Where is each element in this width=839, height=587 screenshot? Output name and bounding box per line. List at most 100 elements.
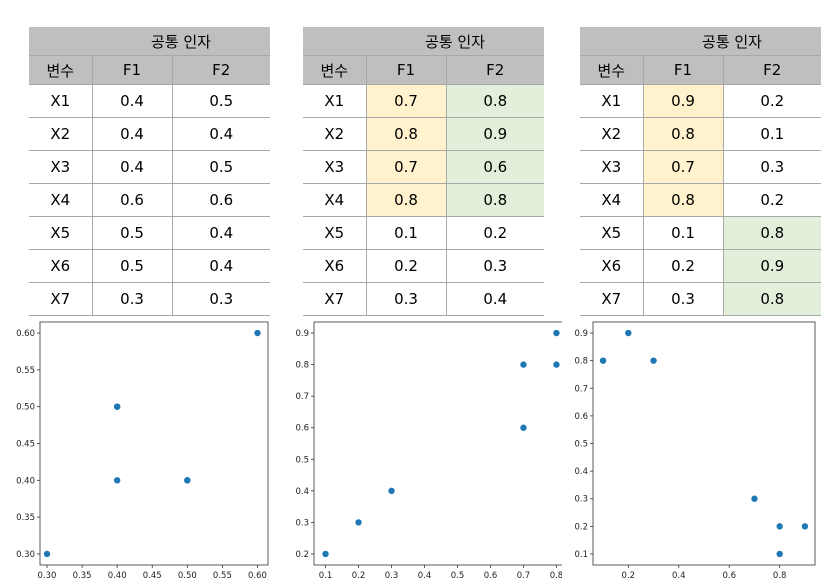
variable-header: 변수 — [303, 55, 367, 85]
f2-cell: 0.8 — [446, 183, 544, 217]
scatter-point — [553, 329, 560, 337]
table-row: X7 0.3 0.8 — [580, 282, 821, 316]
y-tick-label: 0.50 — [16, 403, 35, 413]
table-row: X5 0.1 0.2 — [303, 216, 544, 250]
x-tick-label: 0.5 — [451, 571, 465, 581]
x-tick-label: 0.30 — [38, 571, 57, 581]
common-factor-header: 공통 인자 — [643, 27, 821, 56]
scatter-point — [625, 329, 632, 337]
y-tick-label: 0.3 — [295, 518, 309, 528]
f2-cell: 0.8 — [723, 216, 821, 250]
scatter-point — [520, 361, 527, 368]
f1-cell: 0.7 — [366, 150, 447, 184]
y-tick-label: 0.45 — [16, 440, 35, 450]
scatter-point — [520, 424, 527, 431]
y-tick-label: 0.4 — [295, 487, 309, 497]
x-tick-label: 0.6 — [484, 571, 498, 581]
x-tick-label: 0.45 — [143, 571, 162, 581]
scatter-point — [801, 523, 809, 530]
f1-header: F1 — [92, 55, 173, 85]
f2-cell: 0.5 — [172, 150, 270, 184]
f2-header: F2 — [723, 55, 821, 85]
table-row: X6 0.5 0.4 — [29, 249, 270, 283]
x-tick-label: 0.4 — [418, 571, 432, 581]
variable-cell: X3 — [29, 150, 93, 184]
f2-cell: 0.4 — [172, 249, 270, 283]
y-tick-label: 0.8 — [574, 357, 588, 367]
loading-table-1: 공통 인자 변수 F1 F2 X1 0.4 0.5 X2 0.4 0.4 X3 0.4 0.… — [29, 27, 270, 316]
table-row: X4 0.8 0.8 — [303, 183, 544, 217]
scatter-point — [254, 329, 261, 337]
y-tick-label: 0.8 — [295, 361, 309, 371]
x-tick-label: 0.1 — [319, 571, 333, 581]
f2-cell: 0.3 — [723, 150, 821, 184]
x-tick-label: 0.6 — [722, 571, 736, 581]
variable-cell: X7 — [29, 282, 93, 316]
scatter-point — [553, 361, 560, 368]
f1-cell: 0.3 — [366, 282, 447, 316]
table-row: X2 0.8 0.1 — [580, 117, 821, 151]
f2-cell: 0.8 — [723, 282, 821, 316]
y-tick-label: 0.5 — [574, 440, 588, 450]
f2-cell: 0.2 — [723, 183, 821, 217]
f2-cell: 0.4 — [446, 282, 544, 316]
scatter-plot-2: 0.1 0.2 0.3 0.4 0.5 0.6 0.7 0.8 0.2 0.3 0.4 0.5 0.6 0… — [295, 321, 562, 581]
f2-cell: 0.1 — [723, 117, 821, 151]
f2-cell: 0.4 — [172, 216, 270, 250]
variable-cell: X7 — [303, 282, 367, 316]
y-tick-label: 0.1 — [574, 550, 588, 560]
f1-header: F1 — [643, 55, 724, 85]
f1-cell: 0.3 — [92, 282, 173, 316]
variable-cell: X7 — [580, 282, 644, 316]
y-tick-label: 0.35 — [16, 513, 35, 523]
f2-cell: 0.6 — [446, 150, 544, 184]
x-tick-label: 0.55 — [213, 571, 232, 581]
f1-cell: 0.2 — [643, 249, 724, 283]
y-tick-label: 0.2 — [295, 550, 309, 560]
variable-header: 변수 — [29, 55, 93, 85]
variable-cell: X5 — [29, 216, 93, 250]
f1-cell: 0.4 — [92, 84, 173, 118]
scatter-point — [751, 495, 758, 502]
table-row: X5 0.5 0.4 — [29, 216, 270, 250]
plot-frame — [39, 321, 269, 566]
f1-cell: 0.9 — [643, 84, 724, 118]
variable-cell: X5 — [303, 216, 367, 250]
f1-cell: 0.4 — [92, 150, 173, 184]
f2-cell: 0.9 — [723, 249, 821, 283]
variable-cell: X2 — [580, 117, 644, 151]
y-tick-label: 0.7 — [295, 392, 309, 402]
f2-cell: 0.4 — [172, 117, 270, 151]
header-blank — [29, 27, 92, 56]
table-row: X5 0.1 0.8 — [580, 216, 821, 250]
header-blank — [303, 27, 366, 56]
variable-cell: X3 — [303, 150, 367, 184]
scatter-point — [776, 523, 783, 530]
y-tick-label: 0.6 — [295, 424, 309, 434]
table-row: X6 0.2 0.9 — [580, 249, 821, 283]
y-tick-label: 0.4 — [574, 467, 588, 477]
scatter-point — [599, 357, 607, 364]
y-tick-label: 0.7 — [574, 384, 588, 394]
f2-cell: 0.9 — [446, 117, 544, 151]
variable-cell: X5 — [580, 216, 644, 250]
variable-cell: X6 — [29, 249, 93, 283]
x-tick-label: 0.3 — [385, 571, 399, 581]
x-tick-label: 0.2 — [352, 571, 366, 581]
f2-cell: 0.8 — [446, 84, 544, 118]
y-tick-label: 0.9 — [295, 329, 309, 339]
x-tick-label: 0.8 — [773, 571, 787, 581]
scatter-point — [184, 477, 191, 484]
variable-cell: X4 — [29, 183, 93, 217]
y-tick-label: 0.3 — [574, 495, 588, 505]
f1-cell: 0.8 — [366, 183, 447, 217]
table-row: X1 0.4 0.5 — [29, 84, 270, 118]
x-tick-label: 0.7 — [517, 571, 531, 581]
scatter-point — [355, 519, 362, 526]
y-tick-label: 0.30 — [16, 550, 35, 560]
f1-cell: 0.7 — [366, 84, 447, 118]
y-tick-label: 0.6 — [574, 412, 588, 422]
f1-header: F1 — [366, 55, 447, 85]
common-factor-header: 공통 인자 — [92, 27, 270, 56]
scatter-point — [113, 477, 121, 484]
